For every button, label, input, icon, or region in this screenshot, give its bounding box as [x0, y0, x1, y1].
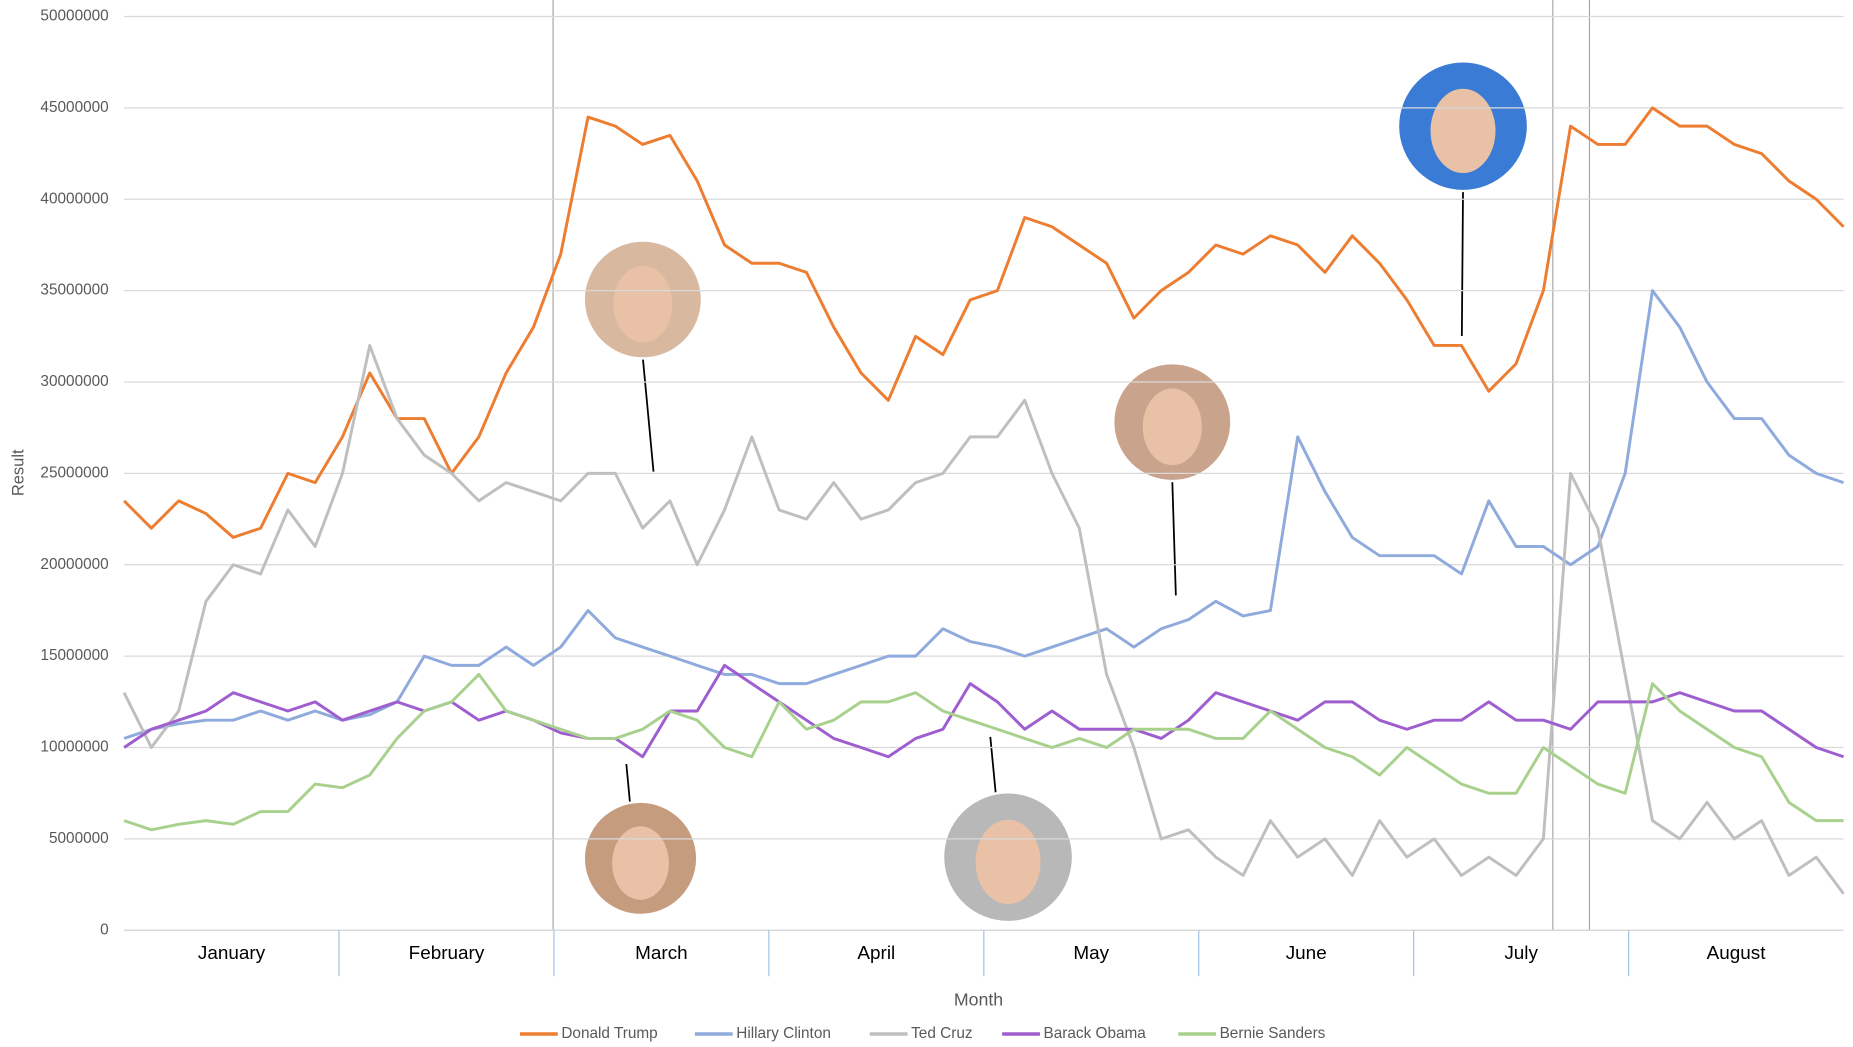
event-lines [552, 0, 1591, 931]
x-tick-label: June [1286, 943, 1327, 964]
x-axis-label: Month [954, 990, 1003, 1010]
line-series [123, 106, 1845, 539]
x-tick-label: May [1073, 943, 1109, 964]
line-series [122, 343, 1845, 895]
portraits [582, 60, 1530, 924]
y-tick-label: 5000000 [49, 830, 109, 847]
portrait-leader [1460, 190, 1464, 337]
y-tick-label: 0 [100, 921, 109, 938]
y-tick-label: 35000000 [40, 282, 108, 299]
y-tick-label: 25000000 [40, 464, 108, 481]
y-tick-label: 50000000 [40, 8, 108, 25]
portrait-leader [641, 358, 655, 472]
legend-label: Bernie Sanders [1220, 1025, 1326, 1042]
portrait-leader [1171, 481, 1177, 596]
portrait-face [1430, 88, 1496, 174]
y-tick-label: 30000000 [40, 373, 108, 390]
y-tick-label: 45000000 [40, 99, 108, 116]
y-tick-label: 20000000 [40, 556, 108, 573]
x-tick-label: February [409, 943, 485, 964]
x-tick-label: August [1707, 943, 1767, 964]
y-tick-label: 40000000 [40, 190, 108, 207]
x-tick-label: July [1504, 943, 1538, 964]
x-tick-label: March [635, 943, 688, 964]
y-tick-label: 10000000 [40, 739, 108, 756]
legend-label: Barack Obama [1043, 1025, 1146, 1042]
portrait-face [613, 265, 673, 343]
portrait-face [612, 826, 669, 900]
y-tick-label: 15000000 [40, 647, 108, 664]
line-series [123, 672, 1844, 832]
legend-label: Ted Cruz [911, 1025, 972, 1042]
y-axis-label: Result [8, 449, 27, 496]
portrait-face [1142, 388, 1202, 466]
x-tick-label: April [857, 943, 895, 964]
legend-label: Donald Trump [561, 1025, 657, 1042]
x-tick-label: January [198, 943, 266, 964]
line-series [123, 663, 1845, 759]
portrait-face [975, 819, 1041, 905]
legend-label: Hillary Clinton [736, 1025, 831, 1042]
line-series [123, 289, 1845, 740]
